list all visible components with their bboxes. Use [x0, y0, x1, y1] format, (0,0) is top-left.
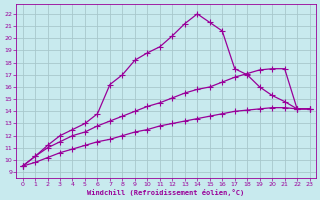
X-axis label: Windchill (Refroidissement éolien,°C): Windchill (Refroidissement éolien,°C) [87, 189, 245, 196]
